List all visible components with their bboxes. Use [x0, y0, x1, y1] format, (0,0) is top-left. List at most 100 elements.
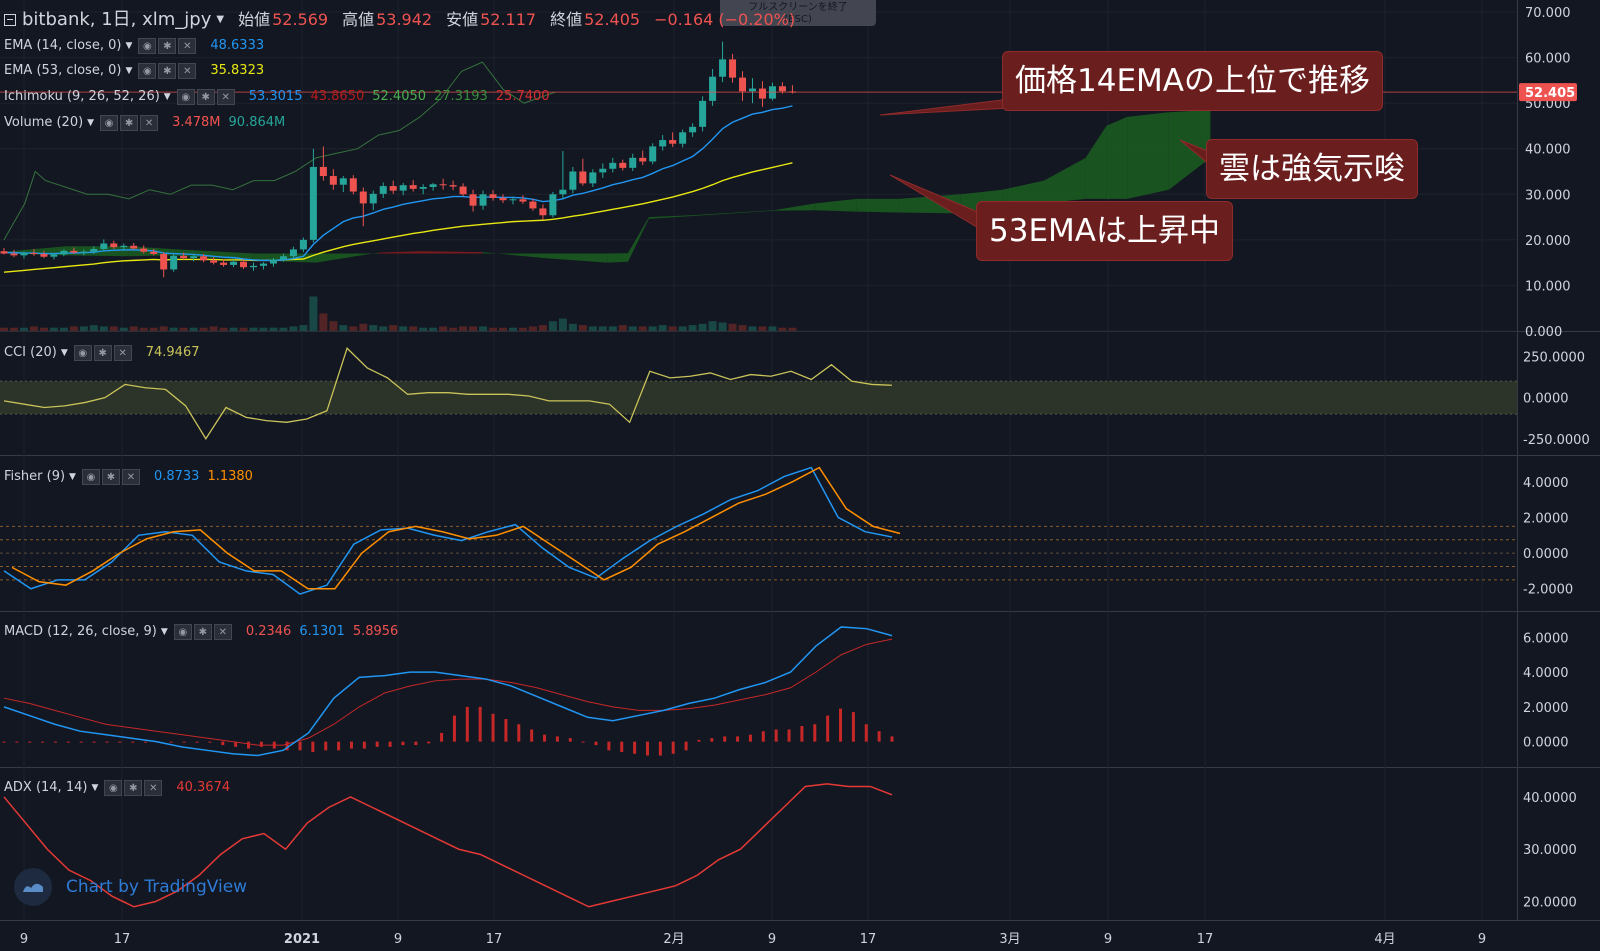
candle-body — [230, 261, 238, 265]
callout-ema53-rising[interactable]: 53EMAは上昇中 — [976, 201, 1233, 261]
legend-cci[interactable]: CCI (20) ▼ ◉ ✱ ✕ 74.9467 — [4, 343, 200, 363]
close-icon[interactable]: ✕ — [121, 469, 140, 485]
collapse-toggle-icon[interactable] — [4, 14, 16, 26]
ichimoku-cloud-segment — [378, 251, 420, 254]
legend-ema53[interactable]: EMA (53, close, 0) ▼ ◉ ✱ ✕ 35.8323 — [4, 61, 264, 81]
y-tick-label: 20.000 — [1525, 234, 1571, 249]
chevron-down-icon[interactable]: ▼ — [60, 348, 68, 358]
macd-histogram-bar — [736, 736, 740, 742]
callout-price-above-ema14[interactable]: 価格14EMAの上位で推移 — [1002, 51, 1383, 111]
macd-histogram-bar — [41, 741, 45, 743]
eye-icon[interactable]: ◉ — [100, 115, 119, 131]
ema53-line — [3, 162, 793, 273]
gear-icon[interactable]: ✱ — [193, 624, 212, 640]
eye-icon[interactable]: ◉ — [173, 624, 192, 640]
volume-bar — [169, 327, 178, 331]
macd-histogram-bar — [414, 741, 418, 746]
eye-icon[interactable]: ◉ — [176, 89, 195, 105]
volume-bar — [628, 326, 637, 331]
eye-icon[interactable]: ◉ — [81, 469, 100, 485]
macd-histogram-bar — [774, 729, 778, 742]
gear-icon[interactable]: ✱ — [158, 63, 177, 79]
macd-signal-line — [3, 638, 893, 746]
gear-icon[interactable]: ✱ — [93, 345, 112, 361]
close-icon[interactable]: ✕ — [140, 115, 159, 131]
legend-ichimoku[interactable]: Ichimoku (9, 26, 52, 26) ▼ ◉ ✱ ✕ 53.3015 4… — [4, 87, 550, 107]
candle-body — [509, 199, 517, 201]
candle-body — [639, 157, 647, 162]
candle-body — [150, 251, 158, 254]
legend-fisher[interactable]: Fisher (9) ▼ ◉ ✱ ✕ 0.8733 1.1380 — [4, 467, 253, 487]
chevron-down-icon[interactable]: ▼ — [216, 14, 225, 25]
y-tick-label: 0.0000 — [1523, 736, 1569, 751]
gear-icon[interactable]: ✱ — [101, 469, 120, 485]
candle-body — [190, 256, 198, 259]
macd-histogram-bar — [671, 741, 675, 754]
ichimoku-cloud-segment — [690, 210, 774, 217]
last-price-label: 52.405 — [1525, 86, 1575, 101]
eye-icon[interactable]: ◉ — [73, 345, 92, 361]
close-icon[interactable]: ✕ — [113, 345, 132, 361]
candle-body — [200, 256, 208, 261]
candle-body — [599, 168, 607, 173]
chevron-down-icon[interactable]: ▼ — [125, 41, 133, 51]
volume-bar — [19, 327, 28, 331]
macd-histogram-bar — [427, 741, 431, 744]
macd-histogram-bar — [452, 715, 456, 742]
volume-bar — [788, 327, 797, 331]
eye-icon[interactable]: ◉ — [104, 780, 123, 796]
tradingview-logo[interactable]: Chart by TradingView — [14, 868, 247, 906]
close-icon[interactable]: ✕ — [213, 624, 232, 640]
ichimoku-cloud-segment — [420, 251, 483, 254]
callout-cloud-bullish[interactable]: 雲は強気示唆 — [1206, 139, 1418, 199]
chevron-down-icon[interactable]: ▼ — [125, 66, 133, 76]
gear-icon[interactable]: ✱ — [120, 115, 139, 131]
candle-body — [240, 261, 248, 268]
close-icon[interactable]: ✕ — [216, 89, 235, 105]
chevron-down-icon[interactable]: ▼ — [163, 92, 171, 102]
legend-volume[interactable]: Volume (20) ▼ ◉ ✱ ✕ 3.478M 90.864M — [4, 113, 285, 133]
candle-body — [419, 186, 427, 189]
macd-histogram-bar — [555, 736, 559, 742]
close-icon[interactable]: ✕ — [178, 63, 197, 79]
close-icon[interactable]: ✕ — [178, 38, 197, 54]
ichimoku-cloud-segment — [607, 253, 628, 263]
x-tick-label: 9 — [394, 932, 402, 947]
macd-histogram-bar — [285, 741, 289, 751]
candle-body — [689, 126, 697, 133]
legend-adx[interactable]: ADX (14, 14) ▼ ◉ ✱ ✕ 40.3674 — [4, 778, 230, 798]
chevron-down-icon[interactable]: ▼ — [87, 118, 95, 128]
macd-histogram-bar — [723, 736, 727, 742]
y-tick-label: 250.0000 — [1523, 350, 1585, 365]
candle-body — [459, 186, 467, 195]
gear-icon[interactable]: ✱ — [196, 89, 215, 105]
x-tick-label: 17 — [860, 932, 877, 947]
gear-icon[interactable]: ✱ — [158, 38, 177, 54]
eye-icon[interactable]: ◉ — [138, 63, 157, 79]
volume-bar — [99, 326, 108, 331]
chevron-down-icon[interactable]: ▼ — [91, 783, 99, 793]
candle-body — [709, 76, 717, 101]
adx-line — [3, 783, 893, 908]
legend-ema14[interactable]: EMA (14, close, 0) ▼ ◉ ✱ ✕ 48.6333 — [4, 36, 264, 56]
volume-bar — [449, 327, 458, 331]
eye-icon[interactable]: ◉ — [138, 38, 157, 54]
volume-bar — [239, 327, 248, 331]
gear-icon[interactable]: ✱ — [124, 780, 143, 796]
candle-body — [289, 249, 297, 257]
candle-body — [319, 166, 327, 177]
chevron-down-icon[interactable]: ▼ — [160, 627, 168, 637]
legend-macd[interactable]: MACD (12, 26, close, 9) ▼ ◉ ✱ ✕ 0.2346 6.1… — [4, 622, 398, 642]
candle-body — [220, 262, 228, 265]
candle-body — [489, 194, 497, 198]
macd-value-2: 6.1301 — [299, 624, 345, 639]
close-icon[interactable]: ✕ — [144, 780, 163, 796]
candle-body — [699, 100, 707, 127]
volume-bar — [738, 325, 747, 331]
symbol-title[interactable]: bitbank, 1日, xlm_jpy — [22, 9, 212, 30]
macd-histogram-bar — [465, 706, 469, 742]
volume-bar — [389, 325, 398, 331]
chevron-down-icon[interactable]: ▼ — [69, 472, 76, 482]
candle-body — [549, 194, 557, 216]
x-tick-label: 9 — [768, 932, 776, 947]
